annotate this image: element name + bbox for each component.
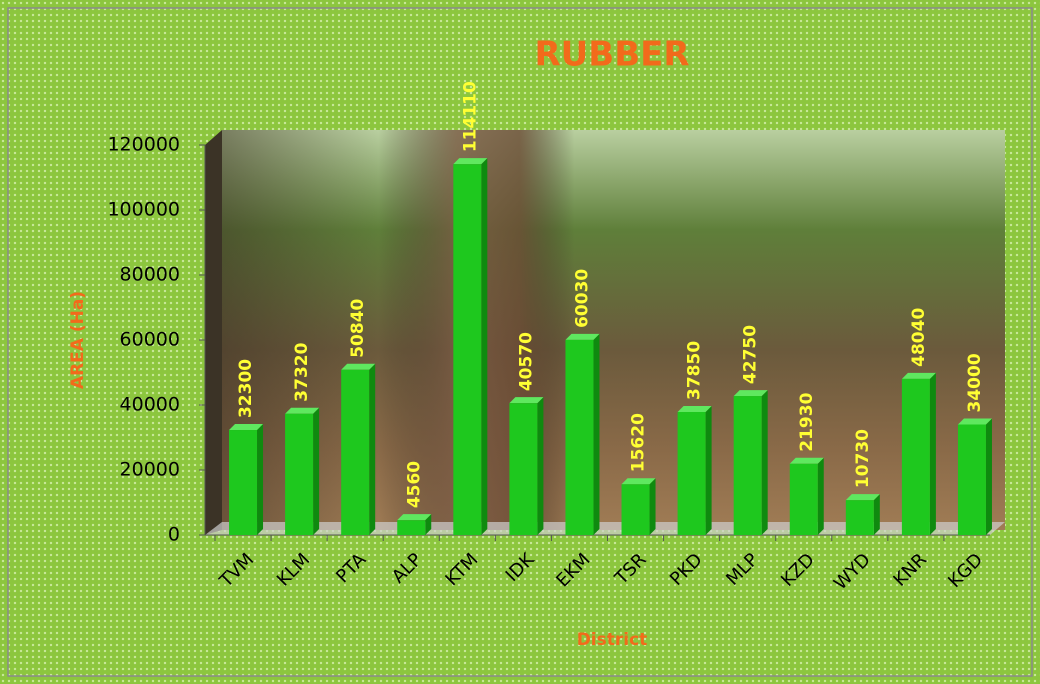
y-tick-label: 20000 [120,459,180,481]
x-tick-label: PKD [666,549,707,590]
value-label: 37850 [685,341,705,400]
value-label: 32300 [236,359,256,418]
y-tick-label: 40000 [120,394,180,416]
plot-side-wall [205,130,222,535]
x-tick-label: IDK [502,548,540,586]
bar [789,463,818,535]
x-tick-label: ALP [388,549,426,587]
bar [565,339,594,535]
bar [453,164,482,535]
bar [229,430,258,535]
y-tick-label: 100000 [107,199,180,221]
bar-top [565,333,600,340]
bar-side [817,457,824,535]
plot-floor [205,522,1005,535]
value-label: 114110 [460,81,480,152]
bar-side [369,363,376,535]
bar-side [929,372,936,535]
value-label: 42750 [741,325,761,384]
bar-top [733,390,768,397]
bar [621,484,650,535]
value-label: 10730 [853,429,873,488]
bar-side [425,514,432,535]
bar-side [593,333,600,535]
bar-side [985,418,992,535]
value-label: 37320 [292,342,312,401]
y-tick-label: 120000 [107,134,180,156]
bar [397,520,426,535]
bar-top [509,397,544,404]
bar-side [873,494,880,535]
value-label: 21930 [797,392,817,451]
y-tick-label: 80000 [120,264,180,286]
y-tick-label: 60000 [120,329,180,351]
bar [677,411,706,535]
x-tick-label: KLM [273,549,314,590]
x-tick-label: PTA [332,549,371,588]
chart-border [7,7,1033,677]
x-axis-label: District [577,630,648,650]
x-tick-label: EKM [552,549,594,591]
bar-top [957,418,992,425]
bar-top [901,372,936,379]
bar-top [453,158,488,165]
x-tick-label: MLP [722,549,763,590]
bar-side [649,478,656,535]
bar [957,424,986,535]
bar [733,396,762,535]
y-tick-label: 0 [168,524,180,546]
bar-side [257,424,264,535]
value-label: 60030 [572,269,592,328]
x-tick-label: TSR [610,549,650,589]
bar [845,500,874,535]
chart-title: RUBBER [534,35,689,75]
bar-side [761,390,768,535]
bar-top [229,424,264,431]
bar-side [705,405,712,535]
value-label: 4560 [404,461,424,508]
x-tick-label: WYD [830,549,875,594]
bar [285,413,314,535]
bar-top [789,457,824,464]
y-axis-label: AREA (Ha) [68,291,88,389]
bar [509,403,538,535]
bar-side [537,397,544,535]
plot-background-overlay [222,130,1005,530]
bar-top [341,363,376,370]
value-label: 48040 [909,308,929,367]
bar-top [397,514,432,521]
x-tick-label: TVM [215,549,258,592]
bar-side [313,407,320,535]
bar [341,369,370,535]
bar-side [481,158,488,535]
bar-top [621,478,656,485]
x-tick-label: KNR [889,549,931,591]
value-label: 40570 [516,332,536,391]
bar-top [677,405,712,412]
x-tick-label: KZD [777,549,819,591]
bar-top [285,407,320,414]
bar [901,378,930,535]
value-label: 50840 [348,298,368,357]
value-label: 15620 [629,413,649,472]
value-label: 34000 [965,353,985,412]
bar-top [845,494,880,501]
x-tick-label: KGD [944,549,987,592]
x-tick-label: KTM [441,549,482,590]
